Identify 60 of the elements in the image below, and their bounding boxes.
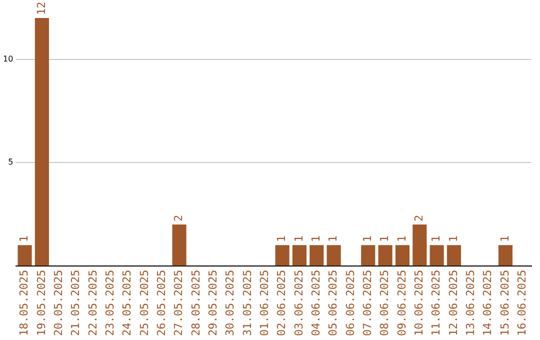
bar	[430, 245, 444, 266]
bar	[292, 245, 307, 266]
data-label: 12	[34, 2, 48, 15]
bar	[310, 245, 324, 266]
x-tick-label: 31.05.2025	[240, 270, 254, 336]
x-tick-label: 28.05.2025	[189, 270, 202, 336]
data-label: 1	[446, 236, 460, 242]
x-tick-label: 18.05.2025	[18, 270, 31, 336]
bar	[378, 245, 392, 266]
bar	[18, 245, 32, 266]
x-tick-label: 22.05.2025	[86, 270, 100, 336]
bar	[412, 224, 427, 266]
x-tick-label: 24.05.2025	[120, 270, 134, 336]
x-tick-label: 01.06.2025	[258, 270, 271, 336]
x-tick-label: 15.06.2025	[498, 270, 512, 336]
data-label: 1	[309, 236, 322, 242]
x-tick-label: 09.06.2025	[395, 270, 408, 336]
x-tick-label: 14.06.2025	[481, 270, 494, 336]
data-label: 1	[378, 236, 392, 242]
x-tick-label: 20.05.2025	[52, 270, 65, 336]
x-tick-label: 07.06.2025	[361, 270, 374, 336]
data-label: 1	[275, 236, 288, 242]
x-tick-label: 11.06.2025	[430, 270, 443, 336]
x-tick-label: 12.06.2025	[446, 270, 460, 336]
data-label: 1	[292, 236, 306, 242]
x-tick-label: 13.06.2025	[464, 270, 478, 336]
x-tick-label: 10.06.2025	[412, 270, 426, 336]
x-tick-label: 19.05.2025	[34, 270, 48, 336]
x-tick-label: 27.05.2025	[172, 270, 186, 336]
y-tick-label: 5	[8, 158, 14, 167]
bar	[34, 18, 49, 266]
data-label: 1	[430, 236, 443, 242]
x-tick-label: 06.06.2025	[344, 270, 357, 336]
x-tick-label: 29.05.2025	[206, 270, 220, 336]
x-tick-label: 08.06.2025	[378, 270, 392, 336]
data-label: 1	[498, 236, 512, 242]
bar	[172, 224, 186, 266]
x-tick-label: 30.05.2025	[224, 270, 237, 336]
x-tick-label: 03.06.2025	[292, 270, 306, 336]
data-label: 1	[326, 236, 340, 242]
y-tick-label: 10	[2, 54, 14, 64]
x-tick-label: 21.05.2025	[69, 270, 82, 336]
x-tick-label: 25.05.2025	[138, 270, 151, 336]
bar	[446, 245, 462, 266]
bar	[275, 245, 290, 266]
x-tick-label: 23.05.2025	[103, 270, 116, 336]
x-tick-label: 26.05.2025	[154, 270, 168, 336]
data-label: 1	[361, 236, 374, 242]
data-label: 1	[395, 236, 408, 242]
bar	[395, 245, 410, 266]
bar	[326, 245, 341, 266]
data-label: 2	[172, 214, 186, 222]
bar	[498, 245, 513, 266]
data-label: 2	[412, 214, 426, 222]
bar	[361, 245, 376, 266]
x-tick-label: 05.06.2025	[326, 270, 340, 336]
data-label: 1	[18, 236, 31, 242]
x-tick-label: 02.06.2025	[275, 270, 288, 336]
x-tick-label: 04.06.2025	[309, 270, 322, 336]
x-tick-label: 16.06.2025	[516, 270, 529, 336]
